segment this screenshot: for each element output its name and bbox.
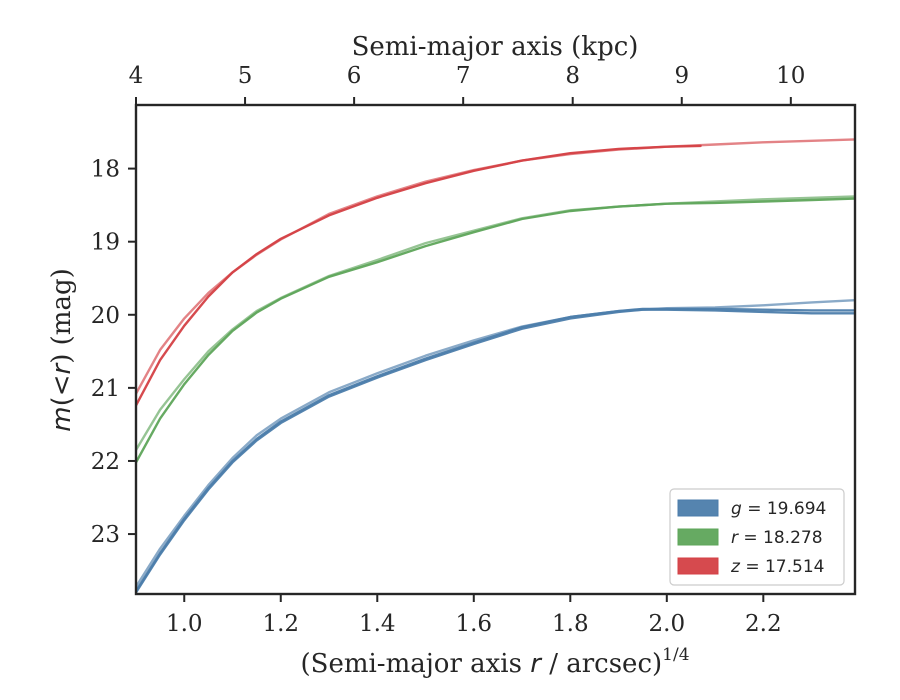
x-tick-label: 2.0 <box>649 611 686 637</box>
y-axis-title-post: ) (mag) <box>47 268 77 364</box>
legend-swatch-z <box>677 557 719 575</box>
left-axis: 18 19 20 21 22 23 <box>91 157 136 548</box>
y-axis-title-op: (< <box>47 374 77 406</box>
y-tick-label: 22 <box>91 449 120 475</box>
y-tick-label: 19 <box>91 230 120 256</box>
legend-label-r: r = 18.278 <box>731 528 823 548</box>
legend-swatch-r <box>677 528 719 546</box>
series-g-curve-1 <box>136 299 855 588</box>
top-x-tick-label: 9 <box>674 63 689 89</box>
plot-frame <box>134 103 857 596</box>
x-axis-title-post: / arcsec) <box>541 649 662 679</box>
series-r-curve-2 <box>136 197 855 464</box>
x-tick-label: 1.8 <box>552 611 589 637</box>
x-axis-title: (Semi-major axis r / arcsec)1/4 <box>300 645 689 679</box>
top-axis-title: Semi-major axis (kpc) <box>352 32 639 62</box>
y-tick-label: 20 <box>91 303 120 329</box>
series-r-curve-1 <box>136 195 855 452</box>
y-axis-title-var1: m <box>47 406 77 431</box>
top-x-tick-label: 4 <box>129 63 144 89</box>
top-x-tick-label: 10 <box>776 63 805 89</box>
legend-label-z: z = 17.514 <box>730 557 824 577</box>
legend: g = 19.694 r = 18.278 z = 17.514 <box>669 488 845 586</box>
x-axis-title-pre: (Semi-major axis <box>300 649 530 679</box>
top-axis: 4 5 6 7 8 9 10 <box>129 63 805 105</box>
y-tick-label: 21 <box>91 376 120 402</box>
legend-label-g: g = 19.694 <box>731 499 826 519</box>
x-tick-label: 1.2 <box>262 611 299 637</box>
legend-swatch-g <box>677 499 719 517</box>
series-z-curve-2 <box>136 144 702 407</box>
x-tick-label: 2.2 <box>745 611 782 637</box>
y-tick-label: 23 <box>91 522 120 548</box>
x-axis-title-var: r <box>530 649 543 679</box>
series-g-curve-3 <box>136 308 855 594</box>
top-x-tick-label: 6 <box>347 63 362 89</box>
series-z-curve-1 <box>136 138 855 395</box>
y-axis-title: m(<r) (mag) <box>47 268 77 431</box>
x-tick-label: 1.4 <box>359 611 396 637</box>
y-axis-title-var2: r <box>47 361 77 374</box>
x-tick-label: 1.6 <box>455 611 492 637</box>
x-tick-label: 1.0 <box>166 611 203 637</box>
top-x-tick-label: 8 <box>565 63 580 89</box>
top-x-tick-label: 7 <box>456 63 471 89</box>
y-tick-label: 18 <box>91 157 120 183</box>
top-x-tick-label: 5 <box>238 63 253 89</box>
curves-layer <box>136 138 855 594</box>
x-axis-title-sup: 1/4 <box>662 645 689 665</box>
bottom-axis: 1.0 1.2 1.4 1.6 1.8 2.0 2.2 <box>166 594 782 637</box>
